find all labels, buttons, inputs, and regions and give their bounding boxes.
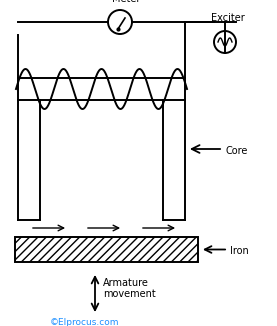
Text: Core: Core (225, 146, 247, 156)
Text: Iron: Iron (230, 246, 249, 257)
Text: Meter: Meter (112, 0, 140, 4)
Bar (15, 237, 198, 262)
Text: Exciter: Exciter (211, 13, 245, 23)
Text: ©Elprocus.com: ©Elprocus.com (50, 318, 119, 326)
Text: Armature
movement: Armature movement (103, 278, 156, 299)
